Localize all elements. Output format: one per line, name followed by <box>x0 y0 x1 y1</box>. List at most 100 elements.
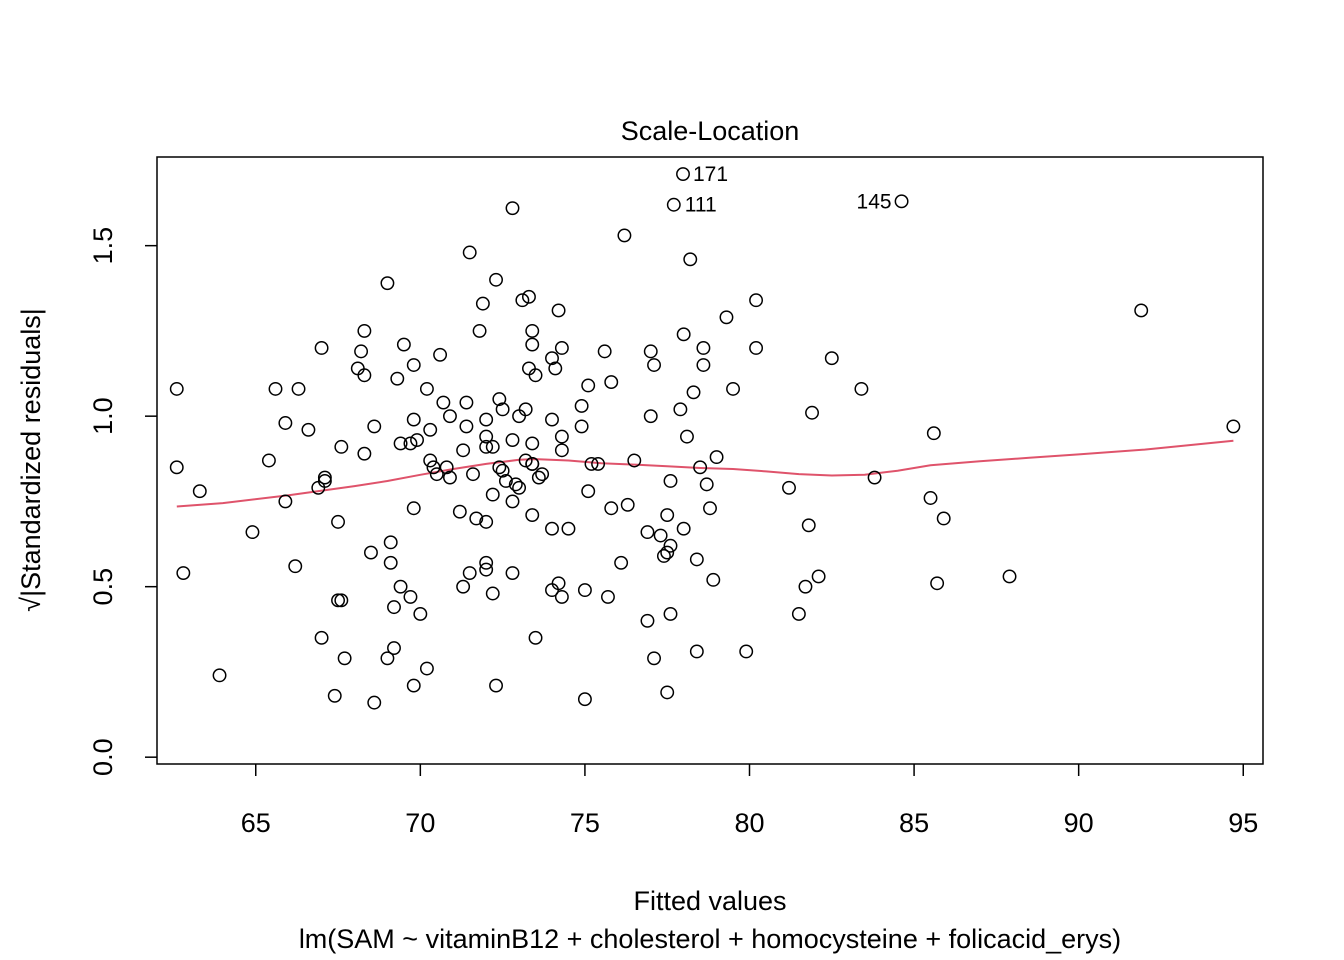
data-point <box>334 593 349 608</box>
data-point <box>525 508 540 523</box>
data-point <box>577 583 592 598</box>
data-point <box>525 456 540 471</box>
data-point <box>169 460 184 475</box>
data-point <box>811 569 826 584</box>
data-point <box>531 470 546 485</box>
data-point <box>413 607 428 621</box>
data-point <box>462 566 477 580</box>
data-point <box>479 555 494 570</box>
data-point <box>683 252 698 267</box>
data-point <box>387 641 401 656</box>
data-point <box>512 480 527 495</box>
data-point <box>443 470 457 485</box>
data-point <box>472 323 487 338</box>
x-tick-label: 80 <box>734 808 764 838</box>
x-axis-label: Fitted values <box>633 886 786 916</box>
data-point <box>930 576 945 591</box>
data-point <box>485 586 500 601</box>
data-point <box>505 566 520 580</box>
data-point <box>169 381 184 396</box>
data-point <box>492 460 507 475</box>
data-point <box>545 412 559 427</box>
data-point <box>261 453 276 468</box>
data-point <box>660 545 675 560</box>
data-point <box>364 545 378 560</box>
data-point <box>640 525 655 540</box>
data-point <box>443 409 457 424</box>
data-point <box>739 644 754 659</box>
points-layer <box>169 167 1241 710</box>
data-point <box>479 562 494 577</box>
data-point <box>518 402 533 417</box>
x-tick-label: 95 <box>1228 808 1258 838</box>
data-point <box>192 484 207 499</box>
data-point <box>554 443 569 458</box>
data-point <box>380 276 395 291</box>
data-point <box>867 470 882 485</box>
data-point <box>656 549 671 563</box>
data-point <box>696 341 711 355</box>
data-point <box>660 685 675 700</box>
data-point <box>791 607 806 621</box>
data-point <box>663 474 678 488</box>
data-point <box>495 463 510 478</box>
data-point <box>798 579 813 594</box>
data-point <box>462 245 477 260</box>
y-tick-label: 0.5 <box>88 568 118 606</box>
data-point <box>923 491 938 505</box>
point-label: 145 <box>857 190 892 213</box>
data-point <box>577 692 592 707</box>
data-point <box>390 371 405 386</box>
data-point <box>291 381 306 396</box>
data-point <box>423 422 438 437</box>
data-point <box>614 555 629 570</box>
data-point <box>419 381 434 396</box>
data-point <box>314 630 329 645</box>
data-point <box>1134 303 1149 318</box>
data-point <box>689 552 704 567</box>
data-point <box>640 613 655 628</box>
data-point <box>548 361 563 376</box>
data-point <box>383 555 398 570</box>
data-point <box>403 589 418 604</box>
data-point <box>367 695 382 710</box>
data-point <box>676 167 690 182</box>
data-point <box>601 589 615 604</box>
plot-frame <box>156 156 1264 765</box>
data-point <box>554 429 569 444</box>
data-point <box>528 630 543 645</box>
data-point <box>301 422 316 437</box>
data-point <box>288 559 303 574</box>
data-point <box>660 508 675 523</box>
data-point <box>278 494 293 509</box>
point-labels-layer: 171 111 145 <box>685 163 892 217</box>
data-point <box>604 375 619 390</box>
model-formula-subtitle: lm(SAM ~ vitaminB12 + cholesterol + homo… <box>299 924 1121 954</box>
data-point <box>459 395 474 410</box>
data-point <box>686 385 701 400</box>
data-point <box>574 419 589 434</box>
data-point <box>314 341 329 355</box>
data-point <box>854 381 869 396</box>
x-tick-label: 65 <box>241 808 271 838</box>
data-point <box>554 341 569 355</box>
data-point <box>426 460 441 475</box>
data-point <box>666 197 681 212</box>
data-point <box>406 412 421 427</box>
data-point <box>337 651 352 666</box>
data-point <box>673 402 688 417</box>
data-point <box>406 501 421 516</box>
data-point <box>719 310 734 325</box>
data-point <box>423 453 438 468</box>
y-axis-label: √|Standardized residuals| <box>16 308 46 612</box>
y-axis: 0.0 0.5 1.0 1.5 <box>88 227 157 776</box>
data-point <box>545 521 559 536</box>
data-point <box>331 514 345 529</box>
x-tick-label: 85 <box>899 808 929 838</box>
data-point <box>393 436 408 451</box>
data-point <box>663 607 678 621</box>
data-point <box>617 228 632 243</box>
data-point <box>676 521 691 536</box>
